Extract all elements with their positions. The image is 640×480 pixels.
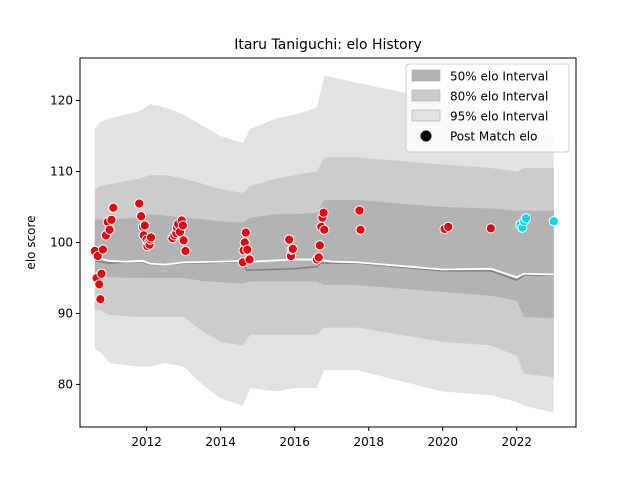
post-match-point-10 [106,214,117,225]
legend-label-95-elo-interval: 95% elo Interval [450,110,548,124]
recent-match-point-4 [548,216,559,227]
post-match-point-39 [284,234,295,245]
post-match-point-32 [180,245,191,257]
post-match-point-45 [314,240,325,251]
x-tick-label-2020: 2020 [427,435,458,449]
post-match-point-38 [244,254,255,265]
recent-match-point-3 [520,213,532,224]
x-tick-label-2022: 2022 [502,435,533,449]
post-match-point-4 [95,294,106,305]
post-match-point-16 [139,220,150,231]
legend-box [405,63,570,153]
x-tick-label-2014: 2014 [205,435,236,449]
post-match-point-53 [443,221,454,232]
post-match-point-50 [354,205,365,216]
post-match-point-36 [240,227,251,238]
legend-marker-post-match-elo [420,130,432,142]
post-match-point-44 [313,252,324,263]
post-match-point-3 [94,279,105,290]
y-tick-label-110: 110 [50,165,73,179]
band-50-elo-interval [94,199,554,319]
legend-label-50-elo-interval: 50% elo Interval [450,70,548,84]
y-axis-label: elo score [24,215,38,269]
post-match-point-30 [177,220,189,231]
post-match-point-51 [355,224,366,235]
post-match-point-48 [318,207,329,218]
legend-label-80-elo-interval: 80% elo Interval [450,90,548,104]
y-tick-label-100: 100 [50,236,73,250]
legend-swatch-80-elo-interval [411,89,441,102]
post-match-point-11 [108,202,119,213]
post-match-point-5 [96,268,107,279]
post-match-point-37 [242,244,253,255]
x-tick-label-2018: 2018 [353,435,384,449]
y-tick-label-80: 80 [58,377,73,391]
post-match-point-22 [145,232,157,243]
post-match-point-54 [485,223,496,234]
post-match-point-6 [97,244,109,255]
legend-swatch-95-elo-interval [411,109,441,122]
x-tick-label-2016: 2016 [279,435,310,449]
chart-title: Itaru Taniguchi: elo History [234,37,422,53]
x-tick-label-2012: 2012 [131,435,162,449]
y-tick-label-90: 90 [58,306,73,320]
post-match-point-12 [134,198,145,209]
post-match-point-9 [104,224,115,235]
post-match-point-42 [287,243,298,254]
legend-swatch-50-elo-interval [411,69,441,82]
legend-label-post-match-elo: Post Match elo [450,130,537,144]
post-match-point-49 [319,224,330,235]
post-match-point-13 [135,211,147,222]
post-match-point-31 [178,235,189,246]
y-tick-label-120: 120 [50,94,73,108]
